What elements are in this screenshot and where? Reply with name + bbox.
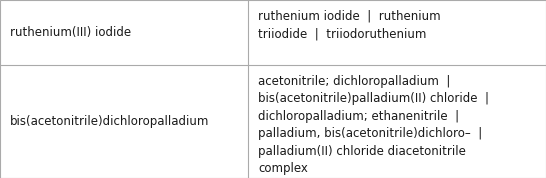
- Text: ruthenium iodide  |  ruthenium
triiodide  |  triiodoruthenium: ruthenium iodide | ruthenium triiodide |…: [258, 10, 441, 41]
- Text: bis(acetonitrile)dichloropalladium: bis(acetonitrile)dichloropalladium: [10, 115, 209, 128]
- Text: acetonitrile; dichloropalladium  |
bis(acetonitrile)palladium(II) chloride  |
di: acetonitrile; dichloropalladium | bis(ac…: [258, 75, 489, 176]
- Text: ruthenium(III) iodide: ruthenium(III) iodide: [10, 26, 131, 39]
